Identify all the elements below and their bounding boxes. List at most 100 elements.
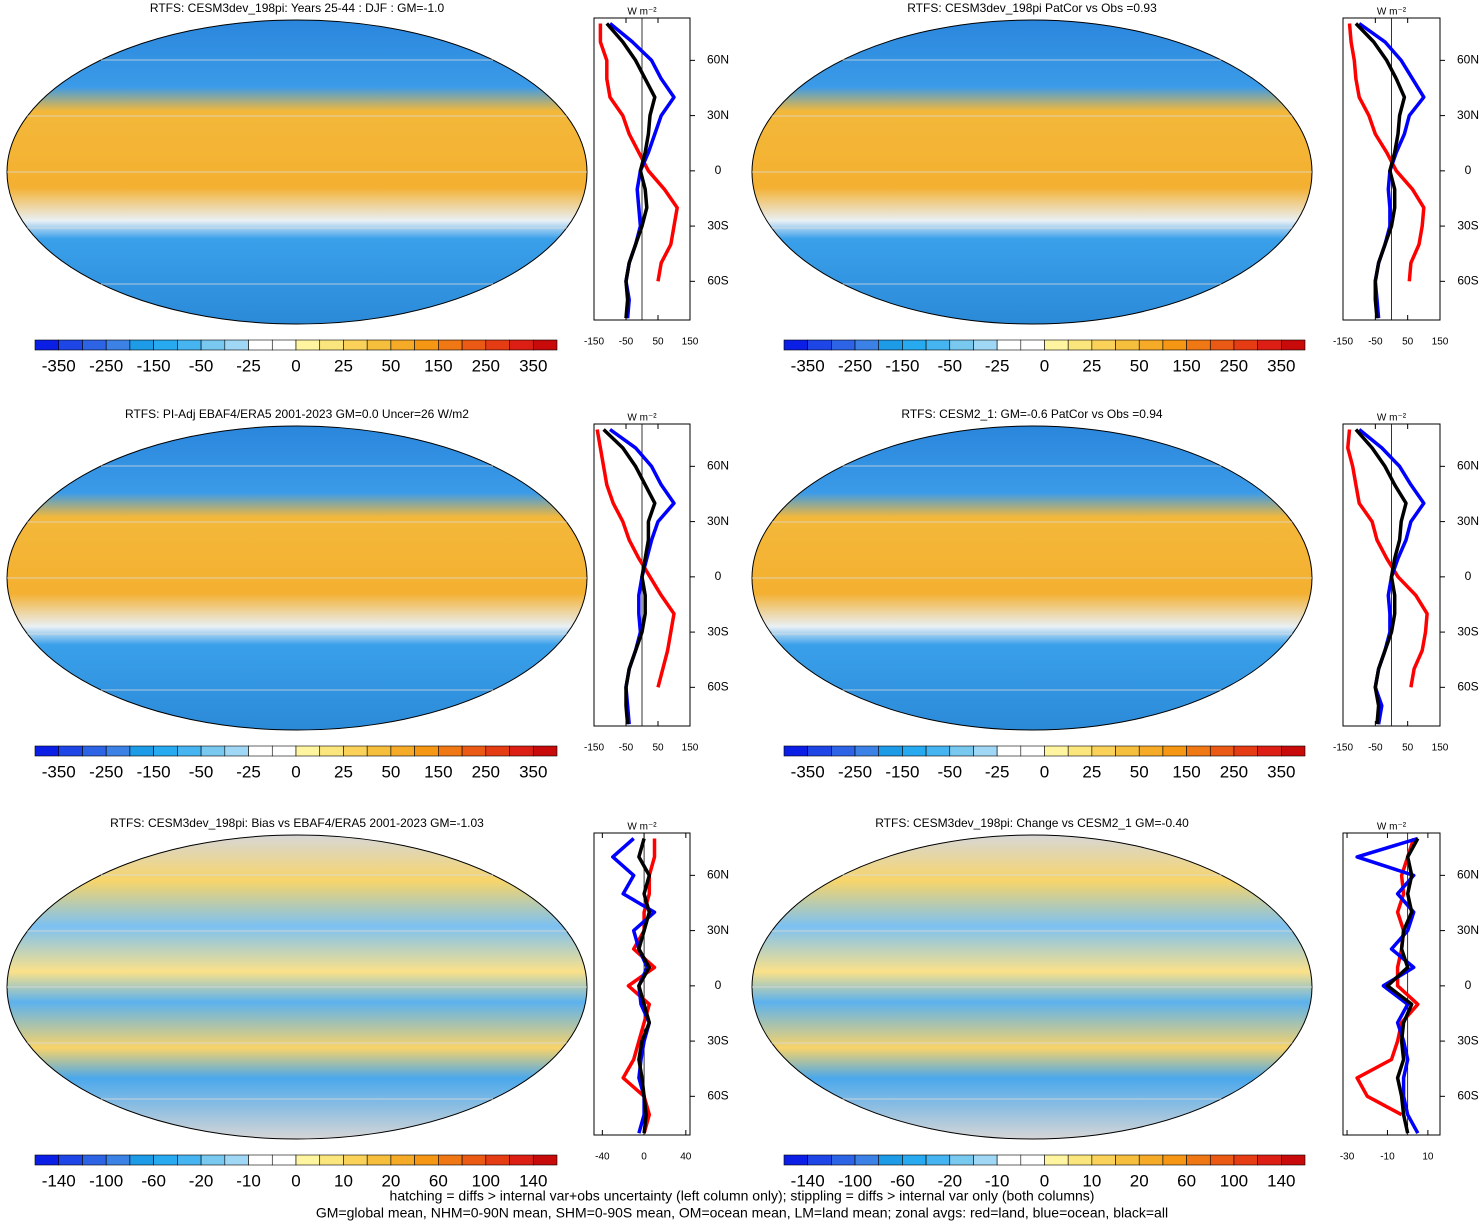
colorbar-box	[532, 745, 558, 757]
units: W m⁻²	[1377, 7, 1407, 18]
colorbar-label: 350	[1267, 762, 1295, 781]
colorbar-box	[973, 745, 998, 757]
colorbar-box	[1233, 745, 1258, 757]
colorbar-box	[58, 1154, 83, 1166]
colorbar-label: 350	[519, 762, 547, 781]
colorbar-box	[248, 339, 273, 351]
x-tick-label: -50	[1368, 743, 1383, 754]
colorbar-box	[58, 745, 83, 757]
colorbar-box	[485, 1154, 510, 1166]
colorbar-label: -25	[236, 356, 261, 375]
x-tick-label: -150	[1333, 337, 1353, 348]
colorbar-box	[973, 339, 998, 351]
colorbar-box	[319, 1154, 344, 1166]
colorbar-box	[343, 745, 368, 757]
colorbar-box	[1067, 1154, 1093, 1166]
colorbar-box	[1281, 1154, 1306, 1166]
colorbar-box	[366, 745, 392, 757]
zonal-line	[595, 429, 676, 688]
colorbar-label: -20	[189, 1171, 214, 1190]
colorbar-label: -60	[890, 1171, 915, 1190]
colorbar-label: 250	[1220, 356, 1248, 375]
x-tick-label: 150	[1432, 743, 1449, 754]
colorbar-box	[390, 339, 415, 351]
colorbar-label: 0	[1040, 1171, 1049, 1190]
y-tick-label: 30S	[707, 624, 728, 638]
colorbar-box	[1020, 745, 1045, 757]
x-tick-label: -150	[1333, 743, 1353, 754]
x-tick-label: 50	[1402, 337, 1414, 348]
y-tick-label: 30S	[707, 1033, 728, 1047]
colorbar-label: 350	[1267, 356, 1295, 375]
colorbar-box	[831, 1154, 856, 1166]
colorbar-box	[807, 745, 832, 757]
x-tick-label: -10	[1380, 1152, 1395, 1163]
colorbar-box	[366, 339, 392, 351]
zonal-frame	[593, 832, 691, 1136]
colorbar-box	[34, 339, 60, 351]
colorbar-box	[248, 745, 273, 757]
colorbar-box	[295, 339, 321, 351]
units: W m⁻²	[627, 7, 657, 18]
colorbar-box	[1162, 339, 1187, 351]
colorbar-box	[295, 1154, 321, 1166]
colorbar-box	[807, 339, 832, 351]
x-tick-label: -40	[595, 1152, 610, 1163]
units: W m⁻²	[627, 822, 657, 833]
y-tick-label: 30N	[707, 514, 729, 528]
colorbar-box	[1115, 1154, 1140, 1166]
colorbar-box	[973, 1154, 998, 1166]
colorbar-box	[1162, 1154, 1187, 1166]
units: W m⁻²	[627, 413, 657, 424]
colorbar-box	[177, 745, 202, 757]
colorbar-label: -250	[838, 762, 872, 781]
y-tick-label: 30S	[1457, 624, 1478, 638]
colorbar-box	[1162, 745, 1187, 757]
colorbar-box	[295, 745, 321, 757]
colorbar-box	[82, 339, 107, 351]
colorbar-box	[878, 745, 903, 757]
colorbar-box	[414, 745, 439, 757]
y-tick-label: 60N	[1457, 53, 1479, 67]
colorbar-box	[414, 1154, 439, 1166]
colorbar-label: -250	[89, 356, 123, 375]
y-tick-label: 60S	[707, 274, 728, 288]
colorbar-box	[831, 745, 856, 757]
colorbar-box	[949, 1154, 974, 1166]
colorbar-label: 25	[334, 762, 353, 781]
colorbar-label: -150	[885, 356, 919, 375]
y-tick-label: 30S	[1457, 1033, 1478, 1047]
colorbar-label: 50	[1130, 762, 1149, 781]
colorbar-label: 0	[291, 762, 300, 781]
colorbar-label: 10	[334, 1171, 353, 1190]
colorbar-box	[949, 339, 974, 351]
colorbar-box	[438, 339, 463, 351]
colorbar-label: -150	[885, 762, 919, 781]
colorbar-box	[1044, 745, 1069, 757]
colorbar-label: -350	[791, 356, 825, 375]
colorbar-box	[1186, 1154, 1211, 1166]
zonal-line	[598, 23, 679, 282]
x-tick-label: 150	[682, 337, 699, 348]
x-tick-label: -30	[1340, 1152, 1355, 1163]
colorbar-box	[438, 1154, 463, 1166]
zonal-line	[1354, 428, 1408, 725]
colorbar-box	[532, 339, 558, 351]
colorbar-label: -350	[42, 356, 76, 375]
colorbar-box	[1209, 745, 1235, 757]
colorbar-box	[319, 745, 344, 757]
colorbar-label: -50	[189, 356, 214, 375]
x-tick-label: -150	[584, 337, 604, 348]
colorbar-box	[1186, 339, 1211, 351]
y-tick-label: 0	[1465, 978, 1472, 992]
colorbar-label: -250	[89, 762, 123, 781]
units: W m⁻²	[1377, 413, 1407, 424]
zonal-line	[605, 22, 657, 319]
colorbar-box	[129, 339, 154, 351]
colorbar-box	[34, 745, 60, 757]
colorbar-label: 250	[1220, 762, 1248, 781]
colorbar-label: -350	[791, 762, 825, 781]
units: W m⁻²	[1377, 822, 1407, 833]
zonal-line	[621, 838, 657, 1134]
